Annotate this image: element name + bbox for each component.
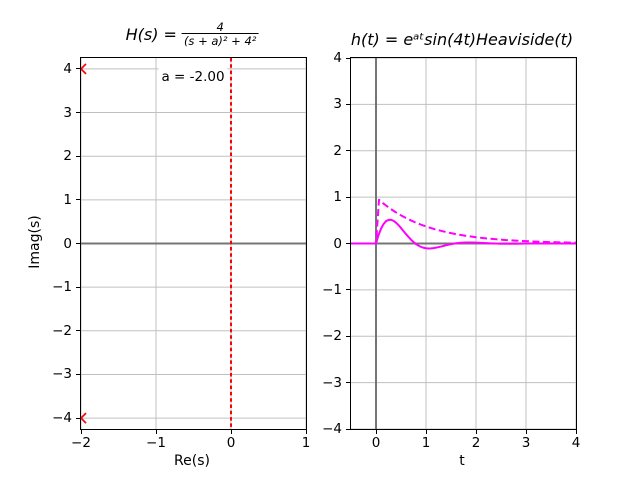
x-tick-label: 0 [371,435,381,451]
y-tick-mark [76,243,80,244]
fraction-numerator: 4 [216,19,224,34]
pole-marker [81,63,87,71]
x-tick-mark [525,430,527,434]
fraction-denominator: (s + a)² + 4² [181,33,259,48]
y-tick-label: 4 [333,50,342,66]
y-tick-mark [346,196,350,198]
y-tick-label: 1 [63,191,72,208]
y-tick-mark [76,286,80,288]
y-tick-label: −4 [52,410,72,427]
impulse-response-canvas [351,58,576,429]
y-tick-mark [76,155,80,157]
y-tick-mark [346,289,350,291]
x-tick-label: 1 [421,435,431,451]
pole-marker [81,412,87,420]
x-tick-mark [230,430,232,434]
pole-marker [81,416,87,424]
y-tick-label: −2 [322,328,342,345]
x-tick-mark [475,430,477,434]
y-tick-label: 3 [63,104,72,121]
left-xaxis-label: Re(s) [174,453,210,469]
pole-zero-canvas [81,58,306,429]
y-tick-label: 3 [333,96,342,113]
y-tick-label: 2 [63,148,72,165]
y-tick-mark [346,382,350,384]
y-tick-mark [346,335,350,337]
right-plot-title: h(t) = eᵃᵗsin(4t)Heaviside(t) [350,29,574,49]
right-xaxis-label: t [459,453,465,469]
y-tick-mark [346,103,350,105]
y-tick-label: −2 [52,322,72,339]
y-tick-mark [346,57,350,59]
a-value-label: a = -2.00 [158,68,228,86]
x-tick-mark [375,430,377,434]
y-tick-label: −1 [322,281,342,298]
y-tick-mark [346,243,350,244]
x-tick-mark [425,430,427,434]
y-tick-label: 4 [63,60,72,77]
y-tick-label: −4 [322,421,342,437]
y-tick-mark [76,417,80,419]
y-tick-label: 1 [333,189,342,206]
x-tick-label: −1 [146,435,166,451]
x-tick-mark [80,430,82,434]
y-tick-mark [76,68,80,70]
y-tick-label: 2 [333,142,342,159]
x-tick-label: 1 [301,435,311,451]
y-tick-mark [76,112,80,114]
x-tick-mark [305,430,307,434]
x-tick-mark [155,430,157,434]
x-tick-label: −2 [71,435,91,451]
x-tick-mark [575,430,577,434]
y-tick-mark [76,373,80,375]
x-tick-label: 0 [226,435,236,451]
curve-h-dashed [351,198,576,245]
y-tick-label: −1 [52,279,72,296]
y-tick-label: −3 [52,366,72,383]
x-tick-label: 2 [471,435,481,451]
pole-marker [81,67,87,75]
left-plot-title: H(s) = 4 (s + a)² + 4² [126,16,259,52]
left-title-prefix: H(s) = [125,24,177,44]
curve-h-solid [351,218,576,250]
x-tick-label: 3 [521,435,531,451]
y-tick-label: −3 [322,374,342,391]
y-tick-label: 0 [63,235,72,252]
x-tick-label: 4 [571,435,581,451]
left-title-fraction: 4 (s + a)² + 4² [181,19,259,48]
pole-zero-axes: a = -2.00 [80,57,307,430]
y-tick-label: 0 [333,235,342,252]
impulse-response-axes [350,57,577,430]
y-tick-mark [76,330,80,332]
y-tick-mark [346,150,350,152]
y-tick-mark [346,428,350,430]
y-tick-mark [76,199,80,201]
